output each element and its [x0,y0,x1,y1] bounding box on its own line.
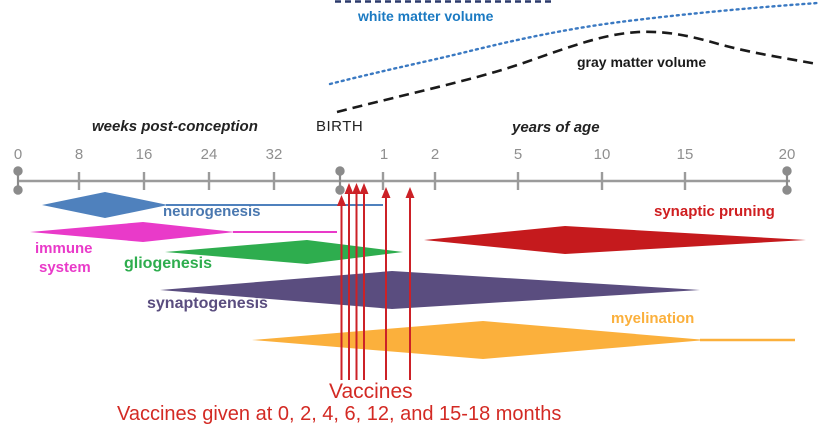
week-tick-16: 16 [135,146,153,163]
white-matter-volume-label: white matter volume [358,8,494,24]
week-tick-32: 32 [265,146,283,163]
week-tick-24: 24 [200,146,218,163]
year-tick-20: 20 [778,146,796,163]
myelination-diamond [252,321,706,359]
week-tick-8: 8 [74,146,84,163]
vaccine-arrow-12-months [381,187,391,380]
gray-matter-volume-label: gray matter volume [577,54,707,70]
timeline-axis [13,166,792,195]
synaptogenesis-label: synaptogenesis [147,295,268,312]
vaccine-arrows [337,183,415,380]
gliogenesis-diamond [165,240,403,264]
vaccines-schedule-caption: Vaccines given at 0, 2, 4, 6, 12, and 15… [117,403,562,425]
year-tick-5: 5 [513,146,523,163]
year-tick-15: 15 [676,146,694,163]
vaccine-arrow-4-months [352,183,361,380]
gliogenesis-label: gliogenesis [124,255,213,272]
synaptogenesis-diamond [160,271,700,309]
years-of-age-label: years of age [512,119,600,136]
neurogenesis-diamond [42,192,168,218]
vaccine-arrow-0-months [337,195,346,380]
immune-system-label-line2: system [39,259,91,276]
synaptic-pruning-label: synaptic pruning [654,203,775,220]
white-matter-curve [328,1,820,86]
vaccine-arrow-15-18-months [405,187,415,380]
immune-system-label-line1: immune [35,240,93,257]
myelination-label: myelination [611,310,695,327]
synaptic-pruning-diamond [424,226,806,254]
vaccine-arrow-2-months [344,183,354,380]
weeks-post-conception-label: weeks post-conception [92,118,258,135]
immune-system-diamond [30,222,235,242]
year-tick-10: 10 [593,146,611,163]
vaccine-arrow-6-months [359,183,369,380]
year-tick-2: 2 [430,146,440,163]
gray-matter-curve [336,30,818,114]
axis-anchor-dots [13,166,792,195]
vaccines-arrow-group-label: Vaccines [329,380,413,403]
week-tick-0: 0 [13,146,23,163]
neurogenesis-label: neurogenesis [163,203,261,220]
year-tick-1: 1 [379,146,389,163]
birth-label: BIRTH [316,118,364,135]
axis-ticks [77,172,687,190]
